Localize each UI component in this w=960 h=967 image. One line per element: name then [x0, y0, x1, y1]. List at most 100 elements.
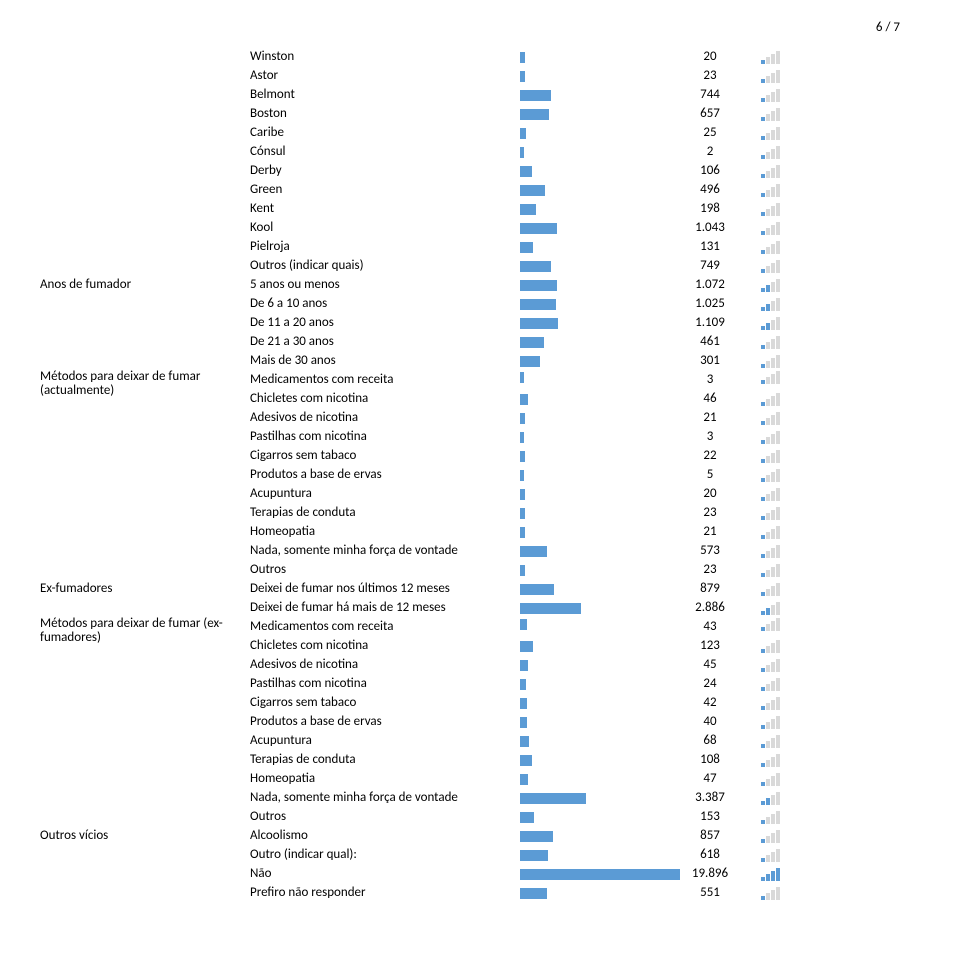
row-value: 22	[680, 446, 740, 465]
signal-bar	[771, 434, 775, 444]
signal-bar	[766, 624, 770, 631]
signal-bar	[761, 687, 765, 691]
signal-bar	[766, 874, 770, 881]
category-label: Métodos para deixar de fumar (ex-fumador…	[40, 617, 250, 645]
row-label: Homeopatia	[250, 769, 520, 788]
data-bar	[520, 869, 680, 880]
row-label: Produtos a base de ervas	[250, 712, 520, 731]
bar-cell	[520, 430, 680, 444]
signal-bar	[771, 415, 775, 425]
row-label: Winston	[250, 47, 520, 66]
table-row: Métodos para deixar de fumar (actualment…	[40, 370, 900, 389]
data-bar	[520, 413, 525, 424]
signal-bar	[761, 231, 765, 235]
bar-cell	[520, 259, 680, 273]
table-row: Outro (indicar qual):618	[40, 845, 900, 864]
signal-bar	[761, 706, 765, 710]
row-label: Boston	[250, 104, 520, 123]
signal-bar	[761, 288, 765, 292]
signal-bar	[761, 174, 765, 178]
signal-bar	[771, 206, 775, 216]
signal-bar	[766, 608, 770, 615]
signal-bar	[771, 111, 775, 121]
bar-cell	[520, 164, 680, 178]
signal-bar	[776, 773, 780, 786]
signal-icon	[740, 563, 800, 577]
signal-bar	[771, 757, 775, 767]
signal-bar	[766, 57, 770, 64]
signal-bar	[776, 887, 780, 900]
signal-bar	[766, 570, 770, 577]
signal-bar	[776, 849, 780, 862]
bar-cell	[520, 886, 680, 900]
signal-bar	[761, 535, 765, 539]
data-bar	[520, 888, 547, 899]
signal-bar	[776, 279, 780, 292]
signal-bar	[766, 228, 770, 235]
data-bar	[520, 223, 557, 234]
bar-cell	[520, 316, 680, 330]
signal-bar	[776, 811, 780, 824]
row-value: 551	[680, 883, 740, 902]
signal-bar	[776, 412, 780, 425]
table-row: Adesivos de nicotina45	[40, 655, 900, 674]
signal-bar	[771, 795, 775, 805]
signal-bar	[761, 98, 765, 102]
signal-icon	[740, 886, 800, 900]
signal-bar	[761, 212, 765, 216]
signal-bar	[761, 896, 765, 900]
signal-bar	[771, 738, 775, 748]
signal-icon	[740, 164, 800, 178]
row-value: 749	[680, 256, 740, 275]
signal-icon	[740, 240, 800, 254]
signal-bar	[761, 79, 765, 83]
table-row: Mais de 30 anos301	[40, 351, 900, 370]
signal-icon	[740, 753, 800, 767]
row-label: Belmont	[250, 85, 520, 104]
bar-cell	[520, 278, 680, 292]
signal-bar	[761, 60, 765, 64]
signal-bar	[761, 136, 765, 140]
row-label: Não	[250, 864, 520, 883]
row-value: 123	[680, 636, 740, 655]
signal-icon	[740, 772, 800, 786]
signal-icon	[740, 221, 800, 235]
table-row: Acupuntura68	[40, 731, 900, 750]
signal-bar	[761, 858, 765, 862]
row-value: 461	[680, 332, 740, 351]
bar-cell	[520, 449, 680, 463]
data-bar	[520, 619, 527, 630]
signal-icon	[740, 316, 800, 330]
row-value: 573	[680, 541, 740, 560]
signal-bar	[776, 697, 780, 710]
row-value: 496	[680, 180, 740, 199]
data-bar	[520, 242, 533, 253]
data-bar	[520, 603, 581, 614]
row-label: De 6 a 10 anos	[250, 294, 520, 313]
row-value: 68	[680, 731, 740, 750]
category-label: Outros vícios	[40, 826, 250, 845]
row-label: Outros	[250, 807, 520, 826]
signal-bar	[776, 830, 780, 843]
signal-bar	[771, 567, 775, 577]
data-bar	[520, 774, 528, 785]
signal-bar	[771, 73, 775, 83]
signal-bar	[771, 225, 775, 235]
signal-bar	[761, 364, 765, 368]
signal-bar	[766, 646, 770, 653]
row-label: Caribe	[250, 123, 520, 142]
bar-cell	[520, 468, 680, 482]
row-value: 5	[680, 465, 740, 484]
signal-bar	[771, 548, 775, 558]
signal-icon	[740, 370, 800, 384]
row-label: Prefiro não responder	[250, 883, 520, 902]
signal-bar	[771, 852, 775, 862]
row-label: Deixei de fumar nos últimos 12 meses	[250, 579, 520, 598]
data-bar	[520, 185, 545, 196]
bar-cell	[520, 297, 680, 311]
signal-bar	[766, 190, 770, 197]
signal-bar	[776, 203, 780, 216]
data-bar	[520, 812, 534, 823]
signal-bar	[771, 263, 775, 273]
signal-icon	[740, 335, 800, 349]
